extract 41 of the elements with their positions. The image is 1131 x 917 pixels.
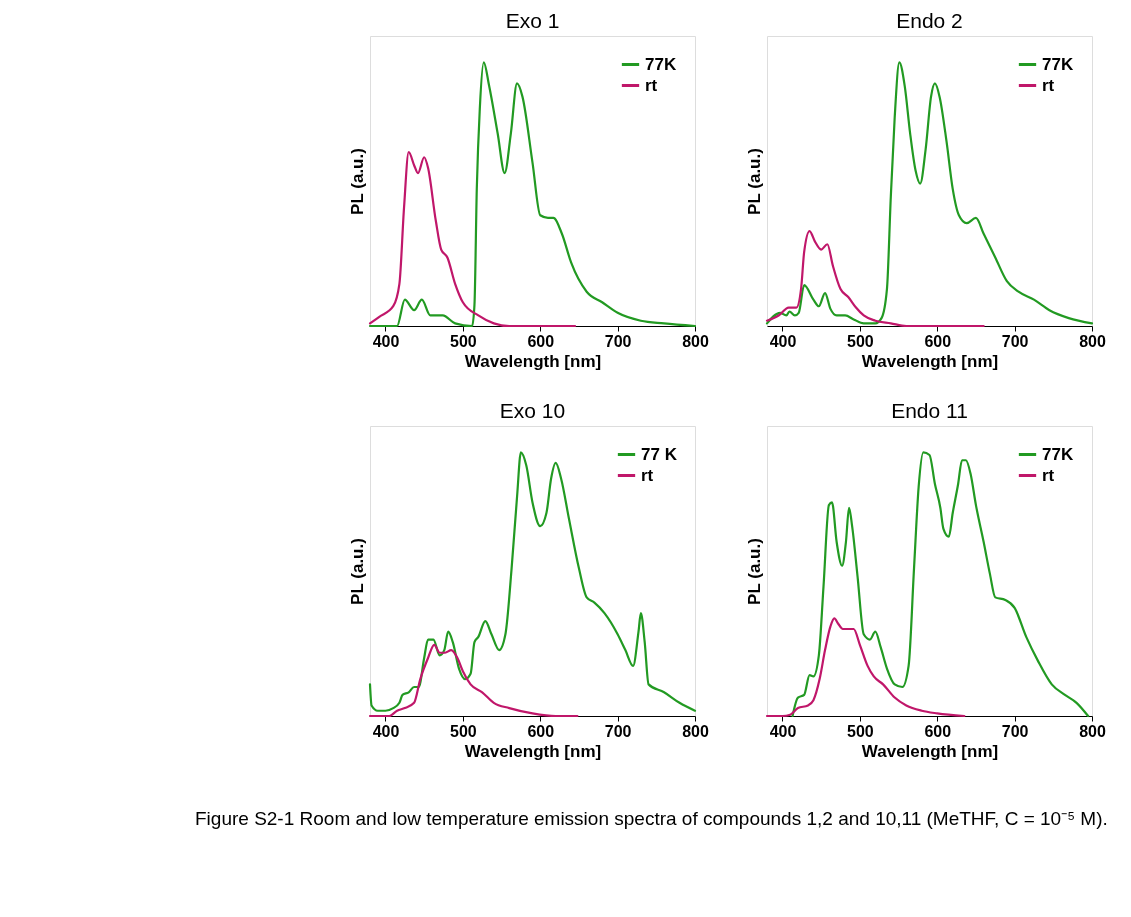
x-tick-label: 700: [604, 332, 632, 350]
chart-title: Exo 10: [499, 399, 566, 422]
x-tick-label: 800: [1079, 332, 1106, 350]
legend-label: rt: [1042, 465, 1055, 485]
x-axis-title: Wavelength [nm]: [861, 351, 999, 371]
legend-label: 77K: [645, 54, 677, 74]
y-axis-title: PL (a.u.): [744, 538, 764, 605]
legend-label: rt: [641, 465, 654, 485]
x-axis-title: Wavelength [nm]: [464, 351, 602, 371]
y-axis-title: PL (a.u.): [347, 148, 367, 215]
x-tick-label: 800: [1079, 722, 1106, 740]
x-tick-label: 500: [847, 722, 874, 740]
legend-label: 77 K: [641, 444, 678, 464]
legend-label: 77K: [1042, 54, 1074, 74]
chart-title: Endo 2: [896, 9, 963, 32]
x-tick-label: 500: [450, 332, 477, 350]
legend-label: rt: [645, 75, 658, 95]
x-tick-label: 500: [847, 332, 874, 350]
y-axis-title: PL (a.u.): [744, 148, 764, 215]
caption: Figure S2-1 Room and low temperature emission spectra of compounds 1,2 and 10,11 (MeTHF, C = 10⁻⁵ M).: [195, 808, 1108, 829]
x-tick-label: 700: [1001, 722, 1029, 740]
chart-title: Endo 11: [891, 399, 968, 422]
x-tick-label: 800: [682, 722, 709, 740]
x-tick-label: 700: [604, 722, 632, 740]
legend-label: 77K: [1042, 444, 1074, 464]
x-tick-label: 600: [527, 332, 555, 350]
x-tick-label: 600: [527, 722, 555, 740]
x-tick-label: 400: [372, 722, 400, 740]
y-axis-title: PL (a.u.): [347, 538, 367, 605]
x-tick-label: 600: [924, 332, 952, 350]
x-tick-label: 400: [769, 722, 797, 740]
x-tick-label: 600: [924, 722, 952, 740]
x-tick-label: 500: [450, 722, 477, 740]
x-tick-label: 400: [372, 332, 400, 350]
legend-label: rt: [1042, 75, 1055, 95]
x-tick-label: 700: [1001, 332, 1029, 350]
chart-title: Exo 1: [505, 9, 560, 32]
x-axis-title: Wavelength [nm]: [861, 741, 999, 761]
x-tick-label: 400: [769, 332, 797, 350]
x-axis-title: Wavelength [nm]: [464, 741, 602, 761]
x-tick-label: 800: [682, 332, 709, 350]
